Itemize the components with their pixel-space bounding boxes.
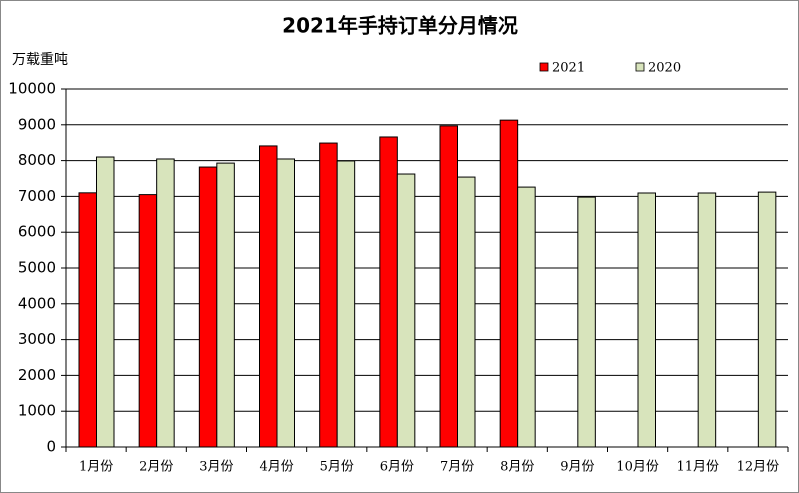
y-tick-label: 7000 xyxy=(18,187,56,205)
y-tick-label: 3000 xyxy=(18,330,56,348)
y-tick-label: 1000 xyxy=(18,402,56,420)
bar xyxy=(757,191,777,448)
bar xyxy=(396,173,416,448)
y-tick-label: 10000 xyxy=(8,80,56,98)
x-tick-label: 6月份 xyxy=(380,460,414,475)
chart-title: 2021年手持订单分月情况 xyxy=(282,14,518,38)
x-tick-label: 1月份 xyxy=(79,460,113,475)
x-tick-label: 5月份 xyxy=(320,460,354,475)
bar xyxy=(156,158,175,448)
y-axis-label: 万载重吨 xyxy=(12,52,68,68)
y-tick-label: 0 xyxy=(46,438,56,456)
x-tick-label: 12月份 xyxy=(737,460,780,475)
legend-swatch xyxy=(635,62,645,72)
bar xyxy=(198,166,218,448)
bar xyxy=(637,192,656,448)
x-tick-label: 4月份 xyxy=(259,460,293,475)
bar xyxy=(517,186,536,448)
x-tick-label: 8月份 xyxy=(500,460,534,475)
bar xyxy=(259,145,278,448)
x-tick-label: 10月份 xyxy=(616,460,659,475)
y-tick-label: 5000 xyxy=(18,259,56,277)
legend-label: 2020 xyxy=(648,61,681,76)
y-tick-label: 4000 xyxy=(18,294,56,312)
bar xyxy=(336,160,356,448)
bar xyxy=(379,136,398,448)
x-tick-label: 3月份 xyxy=(199,460,233,475)
y-tick-label: 6000 xyxy=(18,223,56,241)
bar xyxy=(457,176,476,448)
legend-swatch xyxy=(539,62,549,72)
bar xyxy=(319,142,338,448)
bar xyxy=(96,156,115,448)
y-tick-label: 9000 xyxy=(18,115,56,133)
bar xyxy=(276,158,295,448)
bar xyxy=(697,192,717,448)
bar xyxy=(499,119,519,448)
bar xyxy=(577,196,596,448)
bar xyxy=(216,162,235,448)
x-tick-label: 9月份 xyxy=(560,460,594,475)
bar xyxy=(439,125,458,448)
x-tick-label: 11月份 xyxy=(676,460,719,475)
x-tick-label: 2月份 xyxy=(139,460,173,475)
bar xyxy=(138,194,158,448)
y-tick-label: 2000 xyxy=(18,366,56,384)
bar xyxy=(78,192,97,448)
y-tick-label: 8000 xyxy=(18,151,56,169)
x-tick-label: 7月份 xyxy=(440,460,474,475)
legend-label: 2021 xyxy=(552,61,585,76)
